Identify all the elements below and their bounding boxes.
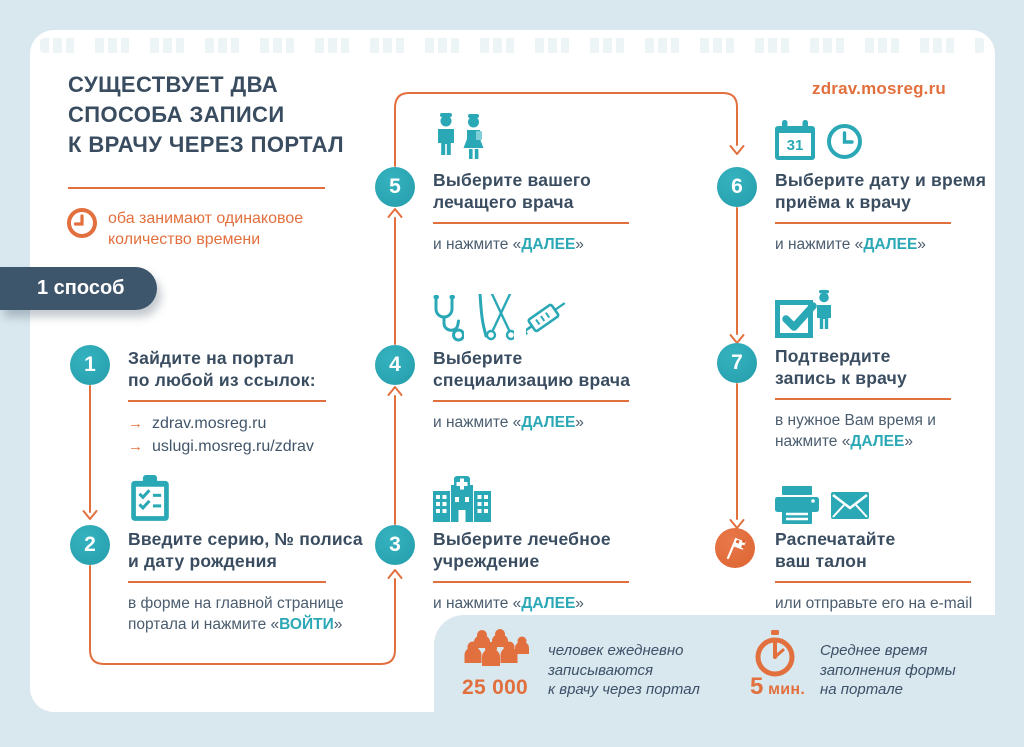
next-button-label: ДАЛЕЕ	[521, 414, 576, 431]
divider	[433, 400, 629, 402]
step-7-note: в нужное Вам время и нажмите «ДАЛЕЕ»	[775, 412, 936, 450]
header-note: оба занимают одинаковое количество време…	[108, 210, 304, 248]
arrow-right-icon: →	[128, 415, 143, 432]
infographic-card	[30, 30, 995, 712]
step-5: Выберите вашего лечащего врача и нажмите…	[433, 169, 683, 255]
next-button-label: ДАЛЕЕ	[521, 236, 576, 253]
stat-users-value: 25 000	[462, 676, 529, 699]
clipboard-icon	[130, 475, 170, 522]
step-5-circle: 5	[375, 167, 415, 207]
final-step-icons	[775, 486, 869, 524]
step-3-note: и нажмите «ДАЛЕЕ»	[433, 595, 584, 612]
divider	[433, 222, 629, 224]
portal-links: → zdrav.mosreg.ru → uslugi.mosreg.ru/zdrav	[128, 412, 368, 458]
method-1-badge: 1 способ	[0, 267, 157, 310]
step-1-title: Зайдите на портал по любой из ссылок:	[128, 348, 316, 390]
link-uslugi[interactable]: → uslugi.mosreg.ru/zdrav	[128, 438, 314, 455]
divider	[128, 400, 326, 402]
step-1: Зайдите на портал по любой из ссылок: → z…	[128, 347, 368, 458]
confirm-checkbox-icon	[775, 290, 837, 344]
step-3-circle: 3	[375, 525, 415, 565]
step-3: Выберите лечебное учреждение и нажмите «…	[433, 528, 683, 614]
step-6-circle: 6	[717, 167, 757, 207]
step-2-circle: 2	[70, 525, 110, 565]
medical-tools-icon	[430, 292, 584, 342]
step-7: Подтвердите запись к врачу в нужное Вам …	[775, 345, 1024, 452]
step-2-title: Введите серию, № полиса и дату рождения	[128, 529, 363, 571]
hospital-icon	[433, 476, 491, 522]
step-6-icons: 31	[775, 120, 863, 160]
step-6: Выберите дату и время приёма к врачу и н…	[775, 169, 1024, 255]
envelope-icon	[831, 491, 869, 519]
step-3-title: Выберите лечебное учреждение	[433, 529, 611, 571]
step-4-circle: 4	[375, 345, 415, 385]
final-step: Распечатайте ваш талон или отправьте его…	[775, 528, 1024, 614]
next-button-label: ДАЛЕЕ	[850, 433, 905, 450]
divider	[775, 222, 951, 224]
arrow-right-icon: →	[128, 438, 143, 455]
step-2: Введите серию, № полиса и дату рождения …	[128, 528, 378, 635]
step-5-title: Выберите вашего лечащего врача	[433, 170, 592, 212]
decor-filmstrip	[40, 38, 985, 53]
step-7-title: Подтвердите запись к врачу	[775, 346, 907, 388]
final-step-title: Распечатайте ваш талон	[775, 529, 896, 571]
step-5-note: и нажмите «ДАЛЕЕ»	[433, 236, 584, 253]
portal-url-link[interactable]: zdrav.mosreg.ru	[812, 79, 947, 98]
divider	[128, 581, 326, 583]
printer-icon	[775, 486, 819, 524]
calendar-icon: 31	[775, 120, 815, 160]
stat-time-value: 5 мин.	[750, 673, 806, 700]
step-2-note: в форме на главной странице портала и на…	[128, 595, 344, 633]
stat-time-text: Среднее время заполнения формы на портал…	[820, 642, 956, 698]
step-4-note: и нажмите «ДАЛЕЕ»	[433, 414, 584, 431]
doctors-icon	[435, 112, 491, 166]
finish-circle	[715, 528, 755, 568]
final-step-note: или отправьте его на e-mail	[775, 595, 973, 612]
link-zdrav[interactable]: → zdrav.mosreg.ru	[128, 415, 267, 432]
next-button-label: ДАЛЕЕ	[521, 595, 576, 612]
step-6-title: Выберите дату и время приёма к врачу	[775, 170, 987, 212]
crowd-icon	[462, 629, 530, 677]
stats-panel	[434, 615, 1024, 747]
step-1-circle: 1	[70, 345, 110, 385]
step-4-title: Выберите специализацию врача	[433, 348, 631, 390]
divider	[433, 581, 629, 583]
divider	[775, 398, 951, 400]
title-divider	[68, 187, 325, 189]
step-6-note: и нажмите «ДАЛЕЕ»	[775, 236, 926, 253]
login-button-label: ВОЙТИ	[279, 616, 334, 633]
page-title: СУЩЕСТВУЕТ ДВА СПОСОБА ЗАПИСИ К ВРАЧУ ЧЕ…	[68, 72, 344, 157]
step-4: Выберите специализацию врача и нажмите «…	[433, 347, 683, 433]
svg-text:31: 31	[787, 137, 804, 154]
stat-users-text: человек ежедневно записываются к врачу ч…	[548, 642, 700, 698]
flag-icon	[726, 537, 746, 560]
clock-icon	[66, 207, 98, 239]
stopwatch-icon	[752, 630, 798, 678]
next-button-label: ДАЛЕЕ	[863, 236, 918, 253]
step-7-circle: 7	[717, 343, 757, 383]
clock-icon	[827, 124, 862, 159]
divider	[775, 581, 971, 583]
